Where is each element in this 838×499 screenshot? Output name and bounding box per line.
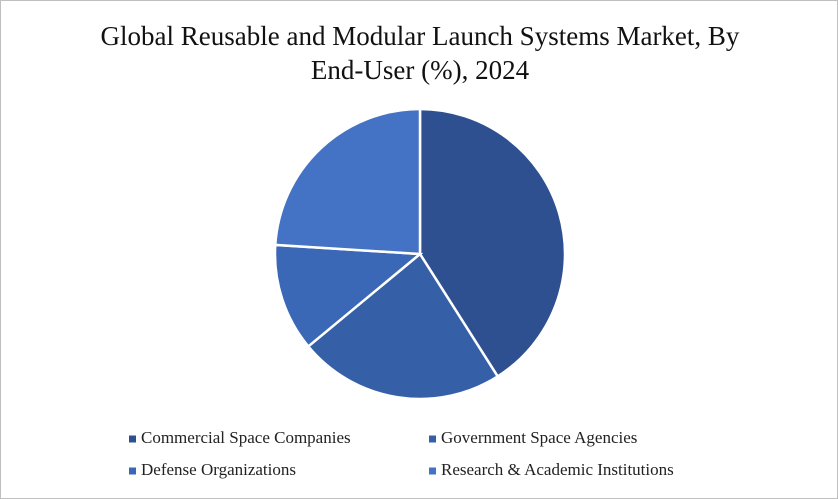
- legend-marker: [429, 467, 436, 475]
- legend-marker: [129, 467, 136, 475]
- legend-label: Government Space Agencies: [441, 428, 637, 447]
- legend-label: Defense Organizations: [141, 460, 296, 479]
- pie-slice: [273, 243, 424, 349]
- pie-slice: [273, 107, 422, 256]
- legend-marker: [129, 435, 136, 443]
- chart-title: Global Reusable and Modular Launch Syste…: [100, 21, 740, 85]
- legend-label: Research & Academic Institutions: [441, 460, 674, 479]
- pie-slice: [306, 252, 500, 401]
- legend-marker: [429, 435, 436, 443]
- legend-label: Commercial Space Companies: [141, 428, 351, 447]
